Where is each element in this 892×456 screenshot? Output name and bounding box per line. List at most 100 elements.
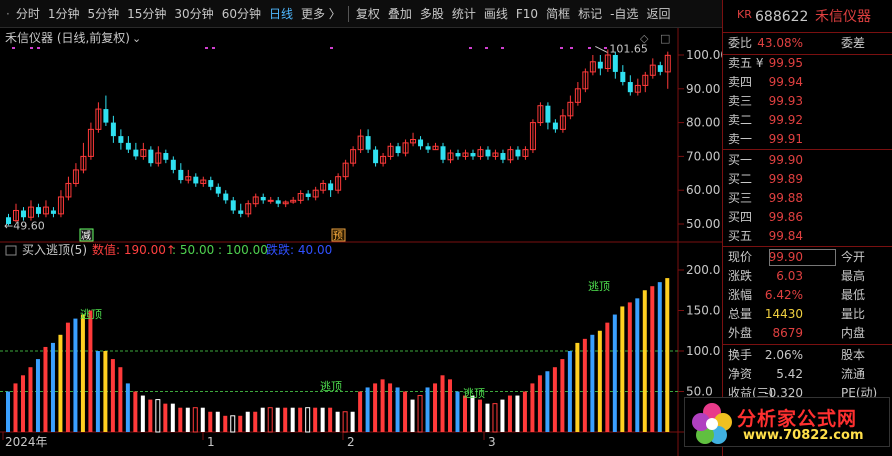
jiankuang-button[interactable]: 简框: [546, 6, 571, 21]
buy-label: 买四: [728, 210, 753, 224]
indicator-bar: [58, 334, 63, 432]
signal-dot: [12, 47, 15, 49]
indicator-bar: [635, 298, 640, 432]
tab-more[interactable]: 更多 〉: [300, 6, 341, 21]
signal-dot: [330, 47, 333, 49]
indicator-bar: [163, 403, 168, 432]
stat-value: 6.03: [776, 269, 803, 283]
indicator-bar: [215, 411, 220, 432]
candle-body: [208, 180, 214, 187]
indicator-bar: [448, 379, 453, 432]
sell-row: 卖二 99.92: [723, 111, 892, 130]
indicator-bar: [43, 346, 48, 432]
biaoji-button[interactable]: 标记: [578, 6, 603, 21]
indicator-bar: [455, 391, 460, 432]
indicator-bar: [170, 403, 175, 432]
indicator-value: 数值: 190.00↑: [92, 242, 176, 257]
candle-body: [529, 122, 536, 151]
indicator-bar: [20, 375, 25, 432]
indicator-bar: [200, 407, 205, 432]
candle-body: [462, 152, 469, 157]
candle-body: [12, 209, 19, 222]
sell-price: 99.91: [768, 132, 803, 146]
diamond-icon: ◇: [640, 32, 649, 45]
indicator-bar: [80, 314, 85, 432]
indicator-bar: [657, 282, 662, 432]
candle-body: [649, 64, 656, 76]
diejia-button[interactable]: 叠加: [387, 6, 412, 21]
huaxian-button[interactable]: 画线: [483, 6, 508, 21]
indicator-bar: [515, 395, 520, 432]
indicator-bar: [462, 395, 467, 432]
buy-row: 买五 99.84: [723, 227, 892, 246]
kline-chart[interactable]: 100.00 90.00 80.00 70.00 60.00 50.00 禾信仪器 (日线,…: [0, 28, 722, 456]
candle-body: [432, 145, 439, 151]
weibi-value: 43.08%: [757, 36, 803, 50]
quote-header: KR 688622 禾信仪器: [723, 8, 892, 26]
indicator-bar: [230, 415, 236, 433]
fanhui-button[interactable]: 返回: [646, 6, 671, 21]
high-marker-label: 101.65: [609, 42, 648, 55]
watermark-logo: 分析家公式网 www.70822.com: [684, 397, 890, 447]
candle-body: [418, 139, 424, 147]
zixuan-button[interactable]: -自选: [610, 6, 639, 21]
indicator-bar: [298, 407, 303, 432]
stat-label2: 最高: [841, 269, 866, 283]
indicator-bar: [507, 395, 512, 432]
candle-body: [140, 149, 147, 157]
candle-body: [6, 217, 11, 224]
candle-body: [604, 54, 611, 70]
indicator-bar: [95, 351, 100, 432]
tab-5min[interactable]: 5分钟: [87, 6, 120, 21]
indicator-bar: [28, 367, 33, 432]
candle-body: [223, 193, 229, 201]
stat2-label: 净资: [728, 367, 753, 381]
indicator-bar: [380, 379, 385, 432]
candle-body: [87, 128, 94, 157]
indicator-bar: [552, 367, 557, 432]
candle-body: [42, 206, 49, 215]
candle-body: [515, 149, 521, 157]
stock-name: 禾信仪器: [815, 9, 871, 25]
indicator-bar: [178, 407, 183, 432]
indicator-bar: [192, 407, 198, 433]
tab-1min[interactable]: 1分钟: [47, 6, 80, 21]
tab-15min[interactable]: 15分钟: [127, 6, 167, 21]
tab-60min[interactable]: 60分钟: [221, 6, 261, 21]
sell-label: 卖四: [728, 75, 753, 89]
indicator-bar: [597, 330, 602, 432]
candle-body: [125, 142, 131, 150]
candle-body: [178, 169, 184, 181]
candle-body: [373, 149, 379, 164]
indicator-bar: [440, 375, 445, 432]
candle-body: [470, 153, 476, 157]
stat2-row: 净资 5.42 流通: [723, 365, 892, 384]
weibi-label: 委比: [728, 36, 753, 50]
candle-body: [148, 149, 154, 164]
indicator-box-icon: [5, 245, 17, 256]
buy-label: 买五: [728, 229, 753, 243]
tab-30min[interactable]: 30分钟: [174, 6, 214, 21]
buy-label: 买三: [728, 191, 753, 205]
price-tick-label: 70.00: [686, 149, 720, 163]
candle-body: [95, 108, 102, 130]
indicator-bar: [373, 383, 378, 432]
indicator-bar: [320, 407, 325, 432]
tab-fenshi[interactable]: 分时: [15, 6, 40, 21]
indicator-bar: [335, 411, 340, 432]
candle-body: [357, 135, 364, 151]
tab-daily[interactable]: 日线: [268, 6, 293, 21]
tool-dot[interactable]: ·: [6, 6, 10, 21]
x-tick-label: 2024年: [5, 435, 48, 449]
fuquan-button[interactable]: 复权: [355, 6, 380, 21]
buy-row: 买二 99.89: [723, 170, 892, 189]
indicator-bar: [185, 407, 190, 432]
duogu-button[interactable]: 多股: [419, 6, 444, 21]
tongji-button[interactable]: 统计: [451, 6, 476, 21]
indicator-bar: [305, 407, 311, 433]
candle-body: [238, 210, 244, 214]
candle-body: [342, 162, 349, 178]
candle-body: [545, 105, 551, 123]
signal-dot: [205, 47, 208, 49]
f10-button[interactable]: F10: [515, 6, 539, 21]
